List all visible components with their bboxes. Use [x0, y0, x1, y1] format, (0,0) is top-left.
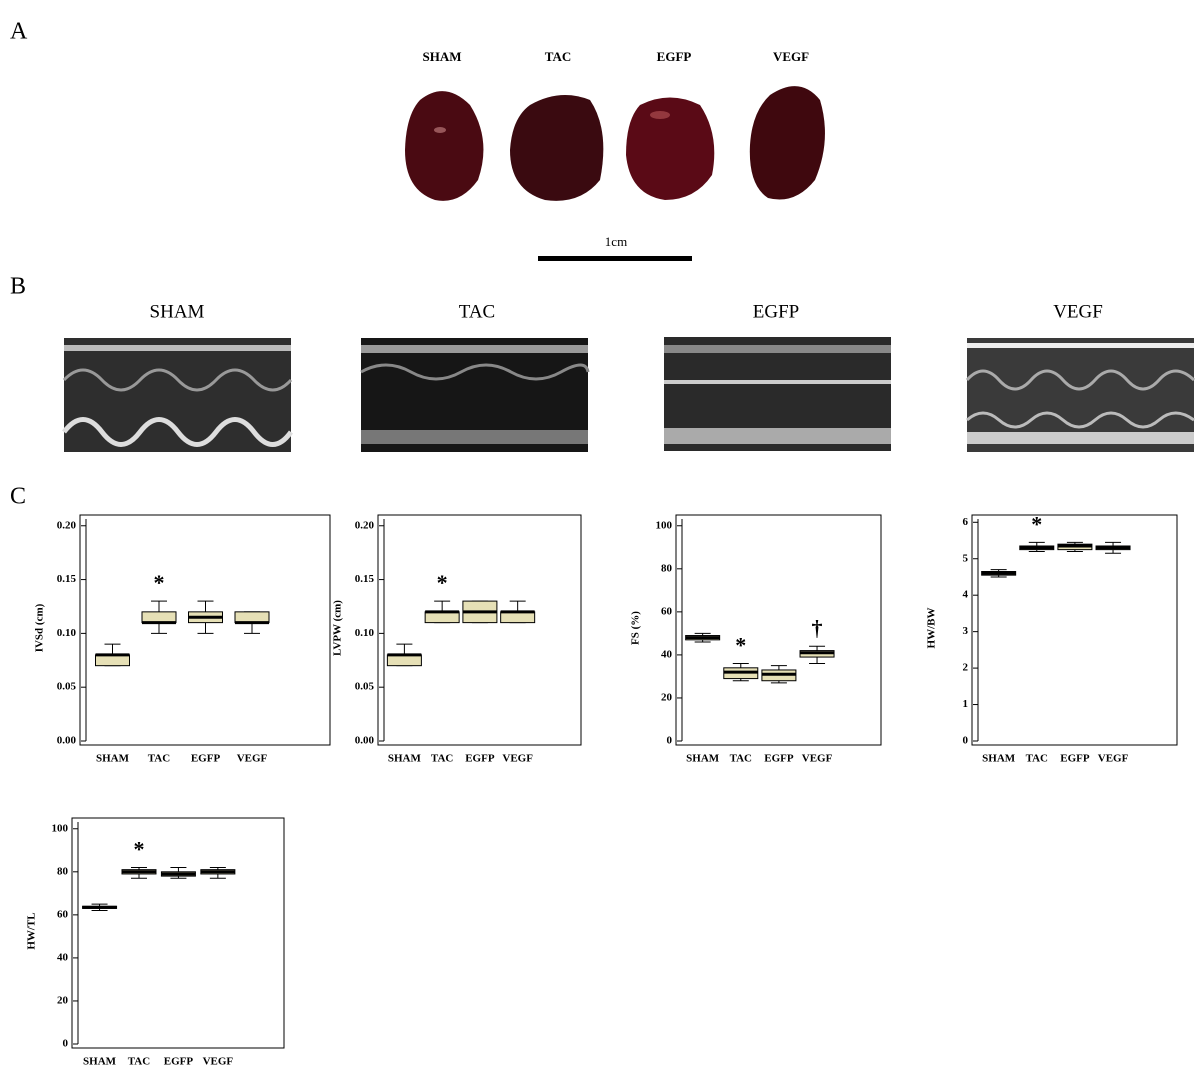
echo-label: TAC [459, 301, 495, 322]
y-tick-label: 0.10 [355, 627, 375, 639]
y-tick-label: 0.15 [57, 573, 77, 585]
x-tick-label: EGFP [764, 753, 794, 765]
panel-label: A [10, 19, 28, 45]
y-axis-label: FS (%) [630, 611, 642, 645]
y-tick-label: 4 [963, 589, 969, 601]
y-tick-label: 0.05 [355, 681, 375, 693]
x-tick-label: EGFP [465, 753, 495, 765]
y-tick-label: 0.20 [57, 519, 77, 531]
x-tick-label: VEGF [1098, 753, 1129, 765]
echo-images [62, 337, 1196, 452]
panel-label: B [10, 274, 26, 300]
photo-label: EGFP [657, 49, 692, 64]
plot-frame [71, 817, 285, 1049]
box [95, 654, 130, 667]
panel-label: C [10, 484, 26, 510]
x-tick-label: TAC [730, 753, 752, 765]
y-axis-label: HW/BW [926, 608, 938, 649]
x-tick-label: VEGF [502, 753, 533, 765]
significance-marker: * [1031, 511, 1042, 536]
x-tick-label: TAC [431, 753, 453, 765]
plot-frame [675, 514, 882, 746]
scale-bar [538, 256, 692, 261]
x-tick-label: TAC [128, 1056, 150, 1068]
echo-label: SHAM [150, 301, 205, 322]
echo-label: EGFP [753, 301, 799, 322]
heart-photos [405, 86, 825, 201]
y-tick-label: 100 [52, 822, 69, 834]
plot-frame [971, 514, 1178, 746]
y-tick-label: 5 [963, 552, 969, 564]
y-tick-label: 6 [963, 516, 969, 528]
significance-marker: † [812, 615, 823, 640]
echo-label: VEGF [1053, 301, 1103, 322]
y-tick-label: 3 [963, 625, 969, 637]
box [141, 611, 177, 624]
x-tick-label: EGFP [1060, 753, 1090, 765]
photo-label: SHAM [423, 49, 462, 64]
photo-label: VEGF [773, 49, 809, 64]
box [424, 611, 460, 624]
y-tick-label: 0.10 [57, 627, 77, 639]
y-tick-label: 20 [661, 691, 673, 703]
x-tick-label: VEGF [237, 753, 268, 765]
y-tick-label: 0.15 [355, 573, 375, 585]
y-tick-label: 0.00 [355, 735, 375, 747]
y-tick-label: 80 [661, 562, 673, 574]
y-tick-label: 40 [661, 648, 673, 660]
x-tick-label: TAC [1026, 753, 1048, 765]
y-tick-label: 20 [57, 994, 69, 1006]
box [234, 611, 270, 624]
y-axis-label: IVSd (cm) [34, 603, 46, 652]
y-axis-label: LVPW (cm) [332, 600, 344, 656]
y-tick-label: 0 [963, 735, 969, 747]
y-tick-label: 1 [963, 698, 969, 710]
x-tick-label: SHAM [388, 753, 422, 765]
photo-label: TAC [545, 49, 571, 64]
x-tick-label: EGFP [164, 1056, 194, 1068]
y-tick-label: 40 [57, 951, 69, 963]
significance-marker: * [154, 570, 165, 595]
x-tick-label: VEGF [203, 1056, 234, 1068]
x-tick-label: TAC [148, 753, 170, 765]
box [500, 611, 536, 624]
y-tick-label: 0.00 [57, 735, 77, 747]
y-tick-label: 100 [656, 519, 673, 531]
significance-marker: * [133, 837, 144, 862]
significance-marker: * [437, 570, 448, 595]
scale-label: 1cm [605, 234, 627, 249]
y-tick-label: 0 [63, 1038, 69, 1050]
significance-marker: * [735, 633, 746, 658]
y-tick-label: 2 [963, 662, 969, 674]
y-tick-label: 0.20 [355, 519, 375, 531]
plot-frame [79, 514, 331, 746]
box [386, 654, 422, 667]
plot-frame [377, 514, 582, 746]
y-tick-label: 60 [661, 605, 673, 617]
x-tick-label: VEGF [802, 753, 833, 765]
x-tick-label: SHAM [96, 753, 130, 765]
x-tick-label: SHAM [982, 753, 1016, 765]
x-tick-label: EGFP [191, 753, 221, 765]
y-tick-label: 80 [57, 865, 69, 877]
x-tick-label: SHAM [686, 753, 720, 765]
y-axis-label: HW/TL [26, 912, 38, 949]
y-tick-label: 60 [57, 908, 69, 920]
x-tick-label: SHAM [83, 1056, 117, 1068]
y-tick-label: 0.05 [57, 681, 77, 693]
y-tick-label: 0 [667, 735, 673, 747]
